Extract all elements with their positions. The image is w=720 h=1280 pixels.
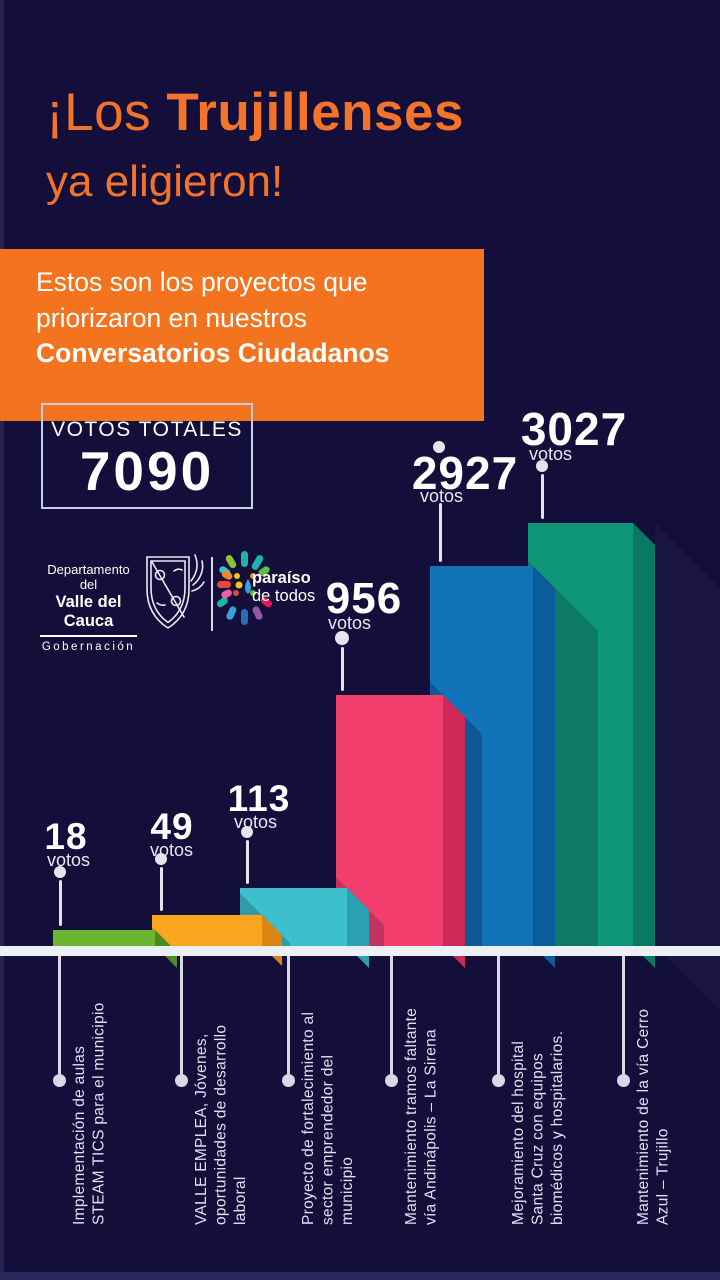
bar-value-5: 2927 bbox=[411, 447, 519, 499]
category-label-line: Implementación de aulas bbox=[71, 1045, 88, 1225]
gobernacion-line-3: Gobernación bbox=[41, 640, 136, 653]
bar-front-2 bbox=[152, 915, 262, 946]
value-leader-line-1 bbox=[59, 880, 62, 926]
left-edge-strip bbox=[0, 0, 4, 1280]
category-leader-line-4 bbox=[389, 956, 393, 1074]
banner-line-2: priorizaron en nuestros bbox=[36, 302, 308, 333]
banner-line-1: Estos son los proyectos que bbox=[36, 267, 368, 297]
logo-divider bbox=[211, 557, 213, 631]
bar-value-3: 113 bbox=[227, 778, 291, 819]
banner-line-3: Conversatorios Ciudadanos bbox=[36, 338, 390, 368]
title-highlight: Trujillenses bbox=[166, 83, 464, 142]
category-label-line: oportunidades de desarrollo bbox=[212, 1024, 230, 1225]
page-title: ¡Los Trujillenses ya eligieron! bbox=[46, 82, 464, 207]
paraiso-logo-text: paraíso de todos bbox=[252, 569, 316, 606]
category-label-line: STEAM TICS para el municipio bbox=[90, 1002, 108, 1225]
category-label-6: Mantenimiento de la vía Cerro Azul – Truj… bbox=[634, 955, 704, 1225]
category-leader-dot-1 bbox=[52, 1073, 66, 1087]
value-leader-line-4 bbox=[341, 647, 344, 691]
bar-value-1: 18 bbox=[44, 816, 88, 857]
bar-votes-unit-3: votos bbox=[234, 812, 278, 832]
subtitle-banner: Estos son los proyectos que priorizaron … bbox=[0, 249, 484, 421]
paraiso-starburst-icon bbox=[216, 551, 273, 625]
category-leader-line-1 bbox=[57, 956, 61, 1074]
category-label-line: biomédicos y hospitalarios. bbox=[549, 1030, 566, 1225]
value-leader-dot-5 bbox=[433, 441, 445, 453]
category-label-1: Implementación de aulas STEAM TICS para e… bbox=[70, 955, 140, 1225]
value-leader-dot-6 bbox=[536, 460, 548, 472]
bar-front-1 bbox=[53, 930, 155, 946]
category-label-line: laboral bbox=[232, 1176, 249, 1225]
subtitle-banner-text: Estos son los proyectos que priorizaron … bbox=[36, 265, 389, 372]
bar-value-6: 3027 bbox=[520, 403, 628, 455]
bar-votes-unit-1: votos bbox=[47, 850, 91, 870]
gobernacion-line-1: Departamento del bbox=[47, 562, 130, 592]
total-votes-box: VOTOS TOTALES 7090 bbox=[41, 403, 253, 509]
bar-side-4 bbox=[443, 695, 465, 968]
value-leader-line-5 bbox=[439, 503, 442, 562]
category-leader-dot-5 bbox=[491, 1073, 505, 1087]
x-axis-band bbox=[0, 946, 720, 956]
category-leader-line-3 bbox=[286, 956, 290, 1074]
category-label-line: municipio bbox=[339, 1156, 356, 1225]
category-label-line: Mantenimiento de la vía Cerro bbox=[635, 1008, 652, 1225]
category-leader-dot-2 bbox=[174, 1073, 188, 1087]
gobernacion-rule bbox=[40, 635, 137, 637]
bar-votes-unit-2: votos bbox=[150, 840, 194, 860]
category-leader-line-6 bbox=[621, 956, 625, 1074]
category-label-2: VALLE EMPLEA, Jóvenes, oportunidades de d… bbox=[192, 955, 262, 1225]
gobernacion-logo-text: Departamento del Valle del Cauca Goberna… bbox=[40, 562, 137, 653]
category-label-line: Mantenimiento tramos faltante bbox=[403, 1007, 420, 1225]
total-votes-value: 7090 bbox=[79, 440, 215, 502]
bar-votes-unit-4: votos bbox=[328, 613, 372, 633]
category-leader-dot-4 bbox=[384, 1073, 398, 1087]
category-label-line: Mejoramiento del hospital bbox=[510, 1040, 527, 1225]
category-leader-line-2 bbox=[179, 956, 183, 1074]
category-leader-dot-6 bbox=[616, 1073, 630, 1087]
bar-side-6 bbox=[633, 523, 655, 968]
bar-value-2: 49 bbox=[150, 806, 194, 847]
paraiso-line-2: de todos bbox=[252, 587, 316, 605]
bottom-edge-strip bbox=[0, 1272, 720, 1280]
value-leader-dot-4 bbox=[335, 631, 349, 645]
title-line-1: ¡Los Trujillenses bbox=[46, 82, 464, 143]
category-label-3: Proyecto de fortalecimiento al sector emp… bbox=[299, 955, 369, 1225]
gobernacion-line-2: Valle del Cauca bbox=[55, 593, 122, 630]
bar-votes-unit-6: votos bbox=[529, 444, 573, 464]
category-leader-dot-3 bbox=[281, 1073, 295, 1087]
total-votes-label: VOTOS TOTALES bbox=[51, 418, 243, 441]
value-leader-dot-3 bbox=[241, 826, 253, 838]
title-line-2: ya eligieron! bbox=[46, 157, 284, 206]
category-label-line: Santa Cruz con equipos bbox=[529, 1052, 547, 1225]
category-label-line: Azul – Trujillo bbox=[654, 1128, 672, 1225]
paraiso-line-1: paraíso bbox=[252, 569, 311, 587]
category-label-line: VALLE EMPLEA, Jóvenes, bbox=[193, 1033, 210, 1225]
category-label-line: vía Andinápolis – La Sirena bbox=[422, 1029, 440, 1225]
value-leader-line-3 bbox=[246, 840, 249, 884]
title-prefix: ¡Los bbox=[46, 83, 152, 142]
bar-votes-unit-5: votos bbox=[420, 486, 464, 506]
category-label-5: Mejoramiento del hospital Santa Cruz con … bbox=[509, 955, 579, 1225]
bar-value-4: 956 bbox=[325, 574, 403, 623]
category-leader-line-5 bbox=[496, 956, 500, 1074]
bar-side-5 bbox=[533, 566, 555, 968]
value-leader-dot-2 bbox=[155, 853, 167, 865]
value-leader-dot-1 bbox=[54, 866, 66, 878]
category-label-4: Mantenimiento tramos faltante vía Andináp… bbox=[402, 955, 472, 1225]
valle-del-cauca-crest-icon bbox=[146, 554, 205, 629]
value-leader-line-6 bbox=[541, 474, 544, 519]
category-label-line: sector emprendedor del bbox=[319, 1054, 337, 1225]
value-leader-line-2 bbox=[160, 867, 163, 911]
category-label-line: Proyecto de fortalecimiento al bbox=[300, 1011, 317, 1225]
